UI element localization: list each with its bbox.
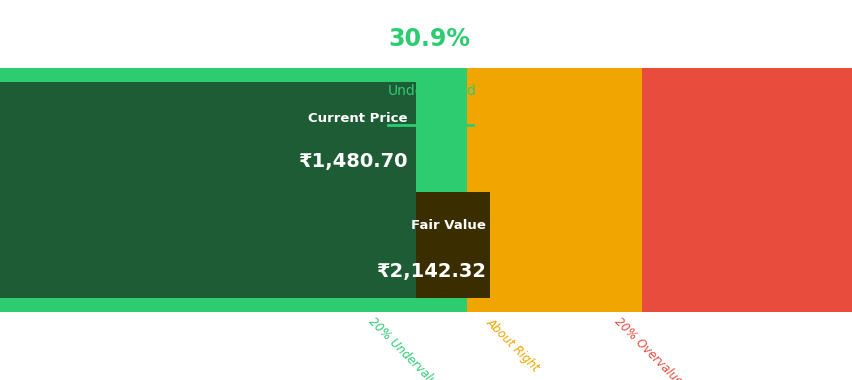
Bar — [0, 186, 416, 298]
Bar — [467, 68, 642, 312]
Text: 30.9%: 30.9% — [388, 27, 469, 51]
Text: Current Price: Current Price — [308, 112, 407, 125]
Text: About Right: About Right — [483, 315, 542, 374]
Text: Undervalued: Undervalued — [388, 84, 476, 98]
Bar — [0, 194, 490, 298]
Bar — [0, 82, 416, 188]
Bar — [416, 192, 490, 298]
Bar — [0, 192, 490, 298]
Text: ₹2,142.32: ₹2,142.32 — [376, 262, 486, 281]
Text: ₹1,480.70: ₹1,480.70 — [298, 152, 407, 171]
Bar — [642, 68, 852, 312]
Text: 20% Overvalued: 20% Overvalued — [611, 315, 689, 380]
Bar — [0, 68, 467, 312]
Text: Fair Value: Fair Value — [411, 219, 486, 233]
Text: 20% Undervalued: 20% Undervalued — [366, 315, 449, 380]
